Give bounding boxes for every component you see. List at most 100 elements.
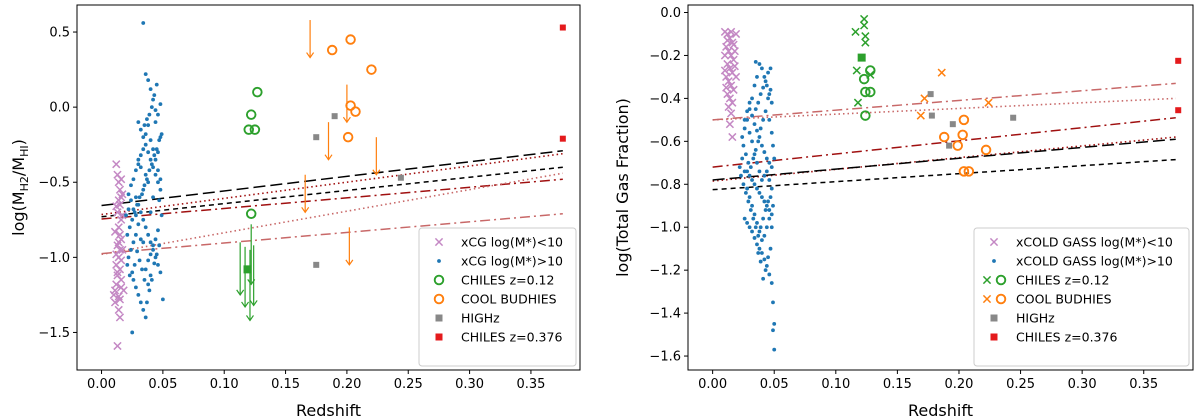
- data-point: [722, 83, 731, 92]
- legend-marker: [990, 314, 998, 322]
- x-tick-label: 0.10: [210, 377, 239, 392]
- data-point: [151, 165, 155, 170]
- legend-label: CHILES z=0.12: [1016, 273, 1109, 288]
- data-point: [1175, 57, 1182, 64]
- data-point: [133, 195, 138, 200]
- data-point: [746, 160, 751, 165]
- y-tick-label: −0.6: [649, 135, 681, 150]
- data-point: [146, 123, 151, 128]
- y-tick-label: −1.6: [649, 350, 681, 365]
- data-point: [136, 222, 141, 227]
- trend-line-black-long-dash: [101, 149, 563, 207]
- data-point: [769, 212, 774, 217]
- data-point: [857, 53, 866, 62]
- data-point: [143, 225, 148, 230]
- legend-marker-circle: [995, 274, 1007, 286]
- data-point: [160, 297, 165, 302]
- data-point: [137, 258, 142, 263]
- data-point: [129, 198, 133, 203]
- data-point: [157, 198, 162, 203]
- data-point: [755, 186, 759, 191]
- data-point: [148, 240, 153, 245]
- series-chiles-z-0-376: [1175, 57, 1182, 114]
- data-point: [152, 261, 157, 266]
- data-point: [748, 165, 753, 170]
- data-point: [142, 277, 147, 282]
- data-point: [748, 208, 753, 212]
- data-point: [152, 153, 157, 158]
- data-point: [984, 98, 993, 107]
- upper-limit-arrow: [241, 246, 250, 308]
- legend-label: CHILES z=0.12: [461, 273, 554, 288]
- data-point: [740, 156, 745, 161]
- data-point: [141, 240, 146, 245]
- data-point: [131, 207, 136, 212]
- data-point: [772, 321, 777, 326]
- data-point: [149, 277, 154, 282]
- data-point: [113, 170, 122, 179]
- data-point: [764, 203, 769, 208]
- data-point: [769, 165, 774, 170]
- legend-marker-x: [982, 275, 992, 285]
- data-point: [156, 228, 160, 233]
- data-point: [769, 130, 774, 135]
- data-point: [760, 178, 764, 182]
- y-tick-label: −0.4: [649, 92, 681, 107]
- data-point: [750, 229, 754, 234]
- data-point: [147, 288, 152, 293]
- data-point: [156, 112, 160, 117]
- trend-line-rose-dotted: [101, 172, 563, 256]
- data-point: [860, 110, 871, 121]
- data-point: [766, 70, 770, 75]
- data-point: [980, 144, 992, 156]
- data-point: [342, 131, 354, 143]
- data-point: [158, 102, 163, 107]
- trend-line-rose-dashdot: [101, 213, 563, 255]
- x-tick-label: 0.35: [516, 377, 545, 392]
- data-point: [920, 94, 929, 103]
- y-tick-label: −1.0: [649, 221, 681, 236]
- data-point: [764, 263, 769, 268]
- data-point: [131, 277, 136, 282]
- legend-label: CHILES z=0.376: [1016, 330, 1117, 345]
- y-tick-label: 0.0: [49, 101, 70, 116]
- data-point: [958, 166, 970, 177]
- data-point: [767, 92, 772, 97]
- data-point: [860, 86, 871, 98]
- upper-limit-arrow: [245, 249, 254, 322]
- data-point: [753, 59, 758, 64]
- data-point: [112, 160, 121, 169]
- data-point: [141, 135, 146, 140]
- data-point: [745, 109, 750, 114]
- data-point: [148, 273, 153, 278]
- legend-marker: [435, 333, 443, 341]
- data-point: [741, 143, 746, 148]
- data-point: [740, 135, 745, 139]
- data-point: [725, 94, 735, 103]
- legend-marker: [435, 314, 443, 322]
- data-point: [946, 142, 953, 149]
- data-point: [755, 242, 759, 247]
- data-point: [145, 300, 149, 305]
- data-point: [772, 156, 777, 161]
- data-point: [148, 138, 153, 143]
- x-tick-label: 0.15: [271, 377, 300, 392]
- legend-label: HIGHz: [461, 311, 500, 326]
- x-tick-label: 0.15: [883, 377, 912, 392]
- data-point: [758, 225, 763, 230]
- data-point: [153, 255, 158, 260]
- data-point: [768, 87, 773, 92]
- data-point: [852, 66, 861, 75]
- data-point: [243, 124, 255, 135]
- data-point: [725, 64, 735, 73]
- data-point: [766, 96, 770, 101]
- legend-label: COOL BUDHIES: [461, 292, 557, 307]
- data-point: [729, 40, 738, 49]
- data-point: [767, 178, 772, 182]
- series-chiles-z-0-12-o-: [858, 65, 876, 121]
- data-point: [138, 237, 143, 242]
- data-point: [756, 100, 761, 105]
- data-point: [115, 230, 125, 239]
- data-point: [767, 117, 772, 122]
- data-point: [113, 341, 122, 351]
